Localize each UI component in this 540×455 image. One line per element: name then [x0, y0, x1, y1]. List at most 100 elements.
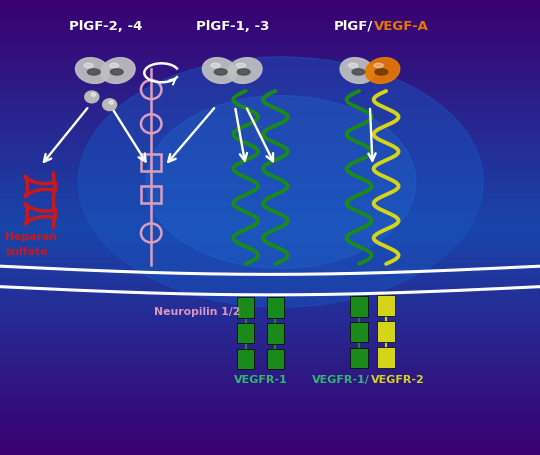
- Bar: [0, 398, 540, 400]
- Circle shape: [85, 91, 99, 103]
- Bar: [0, 262, 540, 264]
- Bar: [0, 141, 540, 143]
- Bar: [0, 98, 540, 100]
- Bar: [0, 50, 540, 52]
- Bar: [0, 437, 540, 439]
- Bar: [0, 453, 540, 455]
- Bar: [0, 323, 540, 325]
- FancyBboxPatch shape: [237, 349, 254, 369]
- Ellipse shape: [348, 63, 358, 68]
- Bar: [0, 148, 540, 150]
- Ellipse shape: [110, 69, 123, 75]
- Bar: [0, 75, 540, 77]
- Bar: [0, 23, 540, 25]
- Bar: [0, 200, 540, 202]
- Bar: [0, 284, 540, 287]
- Bar: [0, 355, 540, 357]
- Bar: [0, 309, 540, 312]
- Bar: [0, 359, 540, 362]
- Bar: [0, 18, 540, 20]
- Bar: [0, 125, 540, 127]
- Ellipse shape: [352, 69, 365, 75]
- Ellipse shape: [374, 63, 383, 68]
- Bar: [0, 305, 540, 307]
- Bar: [0, 9, 540, 11]
- Bar: [0, 100, 540, 102]
- FancyBboxPatch shape: [377, 321, 395, 342]
- Bar: [0, 168, 540, 171]
- Bar: [0, 373, 540, 375]
- Ellipse shape: [87, 69, 100, 75]
- Bar: [0, 346, 540, 348]
- Bar: [0, 410, 540, 412]
- Bar: [0, 187, 540, 189]
- Bar: [0, 387, 540, 389]
- Bar: [0, 330, 540, 332]
- Bar: [0, 384, 540, 387]
- Bar: [0, 366, 540, 369]
- Bar: [0, 155, 540, 157]
- Bar: [0, 46, 540, 48]
- Bar: [0, 205, 540, 207]
- Bar: [0, 450, 540, 453]
- Bar: [0, 39, 540, 41]
- Bar: [0, 136, 540, 139]
- Bar: [0, 264, 540, 266]
- Bar: [0, 80, 540, 82]
- FancyBboxPatch shape: [267, 349, 284, 369]
- Bar: [0, 348, 540, 350]
- Bar: [0, 389, 540, 391]
- Bar: [0, 328, 540, 330]
- Bar: [0, 337, 540, 339]
- Bar: [0, 350, 540, 353]
- Bar: [0, 0, 540, 2]
- Bar: [0, 180, 540, 182]
- Bar: [0, 175, 540, 177]
- Bar: [0, 59, 540, 61]
- Bar: [0, 314, 540, 316]
- FancyBboxPatch shape: [267, 323, 284, 344]
- Bar: [0, 412, 540, 414]
- Bar: [0, 234, 540, 237]
- Bar: [0, 189, 540, 191]
- Bar: [0, 14, 540, 16]
- Bar: [0, 27, 540, 30]
- Bar: [0, 416, 540, 419]
- Bar: [0, 435, 540, 437]
- Bar: [0, 446, 540, 448]
- Bar: [0, 109, 540, 111]
- Bar: [0, 396, 540, 398]
- Bar: [0, 280, 540, 282]
- Bar: [0, 362, 540, 364]
- Bar: [0, 196, 540, 198]
- Bar: [0, 209, 540, 212]
- Bar: [0, 253, 540, 255]
- Bar: [0, 207, 540, 209]
- Bar: [0, 353, 540, 355]
- Bar: [0, 43, 540, 46]
- Bar: [0, 48, 540, 50]
- Bar: [0, 184, 540, 187]
- Bar: [0, 439, 540, 441]
- Bar: [0, 250, 540, 253]
- Bar: [0, 375, 540, 378]
- Bar: [0, 121, 540, 123]
- Bar: [0, 221, 540, 223]
- Bar: [0, 61, 540, 64]
- Bar: [0, 107, 540, 109]
- Bar: [0, 428, 540, 430]
- Bar: [0, 7, 540, 9]
- Bar: [0, 164, 540, 166]
- Bar: [0, 173, 540, 175]
- Bar: [0, 268, 540, 271]
- Circle shape: [103, 99, 117, 111]
- Bar: [0, 316, 540, 318]
- Bar: [0, 325, 540, 328]
- Bar: [0, 16, 540, 18]
- Bar: [0, 278, 540, 280]
- Bar: [0, 36, 540, 39]
- Bar: [0, 214, 540, 216]
- Bar: [0, 93, 540, 96]
- Bar: [0, 212, 540, 214]
- Ellipse shape: [237, 69, 250, 75]
